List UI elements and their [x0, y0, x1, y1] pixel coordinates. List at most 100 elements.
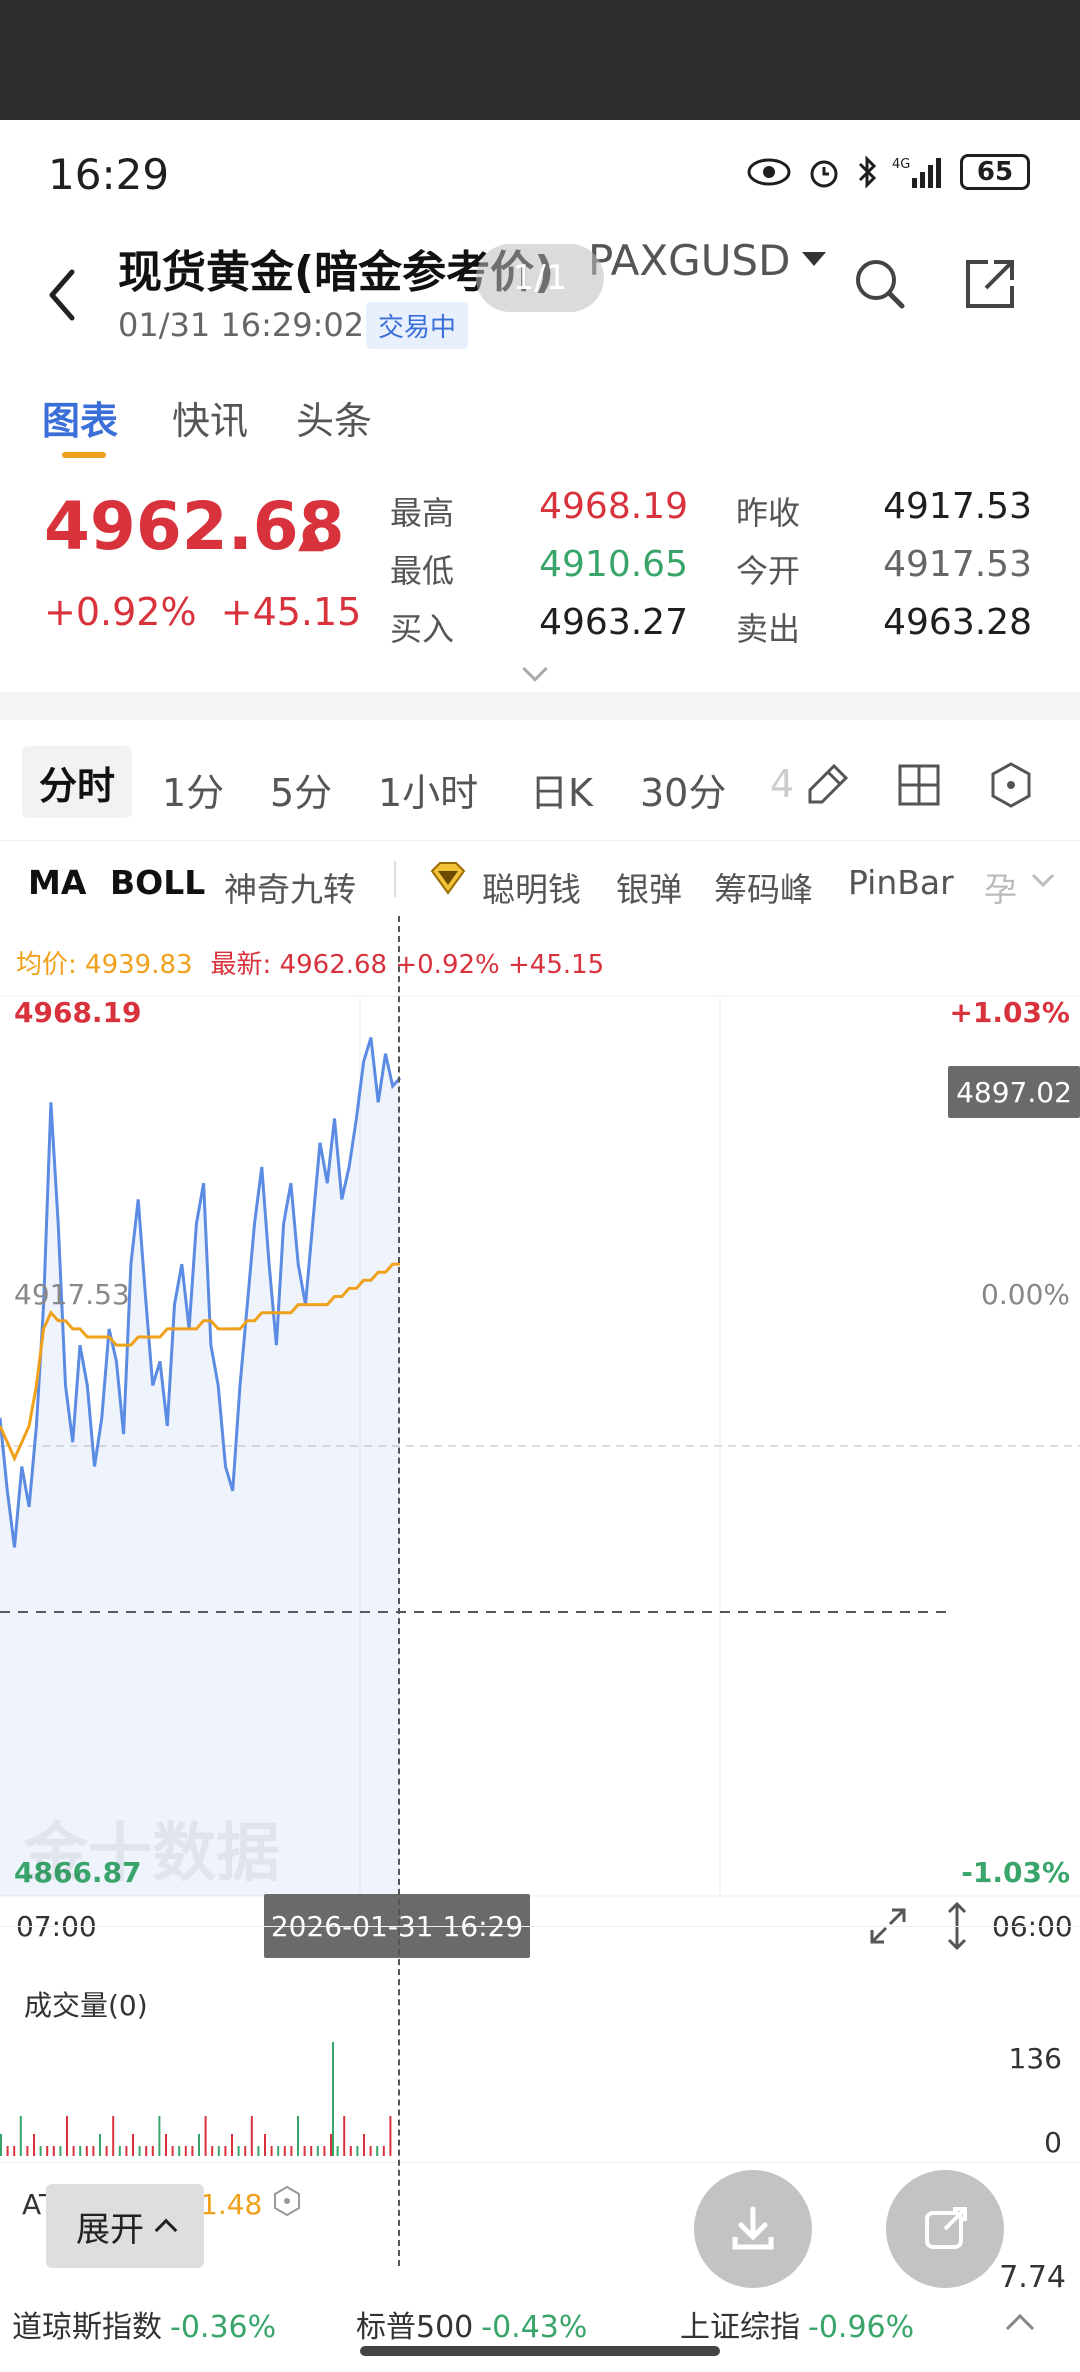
intraday-chart[interactable]: [0, 916, 1080, 1916]
chevron-down-icon[interactable]: [1030, 871, 1056, 889]
volume-bar: [46, 2146, 49, 2156]
market-ticker[interactable]: 道琼斯指数 -0.36% 标普500 -0.43% 上证综指 -0.96%: [0, 2296, 1080, 2372]
volume-bar: [165, 2134, 167, 2156]
indicator-pinbar[interactable]: PinBar: [848, 863, 954, 902]
price-line: [0, 1037, 402, 1548]
ticker-item[interactable]: 标普500 -0.43%: [356, 2310, 588, 2345]
volume-bar: [244, 2146, 247, 2156]
atr-row: AT 1.48 7.74: [0, 2170, 1080, 2295]
share-floating-button[interactable]: [886, 2170, 1004, 2288]
period-4[interactable]: 4: [770, 762, 795, 806]
back-icon[interactable]: [40, 260, 90, 330]
prev-close-value: 4917.53: [883, 486, 1032, 527]
ask-label: 卖出: [736, 610, 801, 648]
chart-divider: [0, 1926, 1080, 1927]
download-icon: [732, 2206, 774, 2250]
volume-bar: [198, 2134, 200, 2156]
volume-bar: [250, 2116, 253, 2156]
price-chart[interactable]: 均价: 4939.83 最新: 4962.68 +0.92% +45.15 496…: [0, 916, 1080, 1916]
symbol-dropdown[interactable]: PAXGUSD: [588, 236, 791, 285]
indicator-silver-bullet[interactable]: 银弹: [616, 870, 682, 909]
open-label: 今开: [736, 552, 801, 590]
tab-flash[interactable]: 快讯: [172, 399, 249, 443]
volume-bar: [151, 2146, 154, 2156]
period-intraday[interactable]: 分时: [22, 746, 132, 818]
bluetooth-icon: [858, 155, 877, 189]
period-1min[interactable]: 1分: [162, 771, 225, 815]
avg-price-line: [0, 1262, 400, 1463]
watermark: 金十数据: [24, 1817, 280, 1891]
y-axis-max: 4968.19: [14, 996, 142, 1029]
indicator-td9[interactable]: 神奇九转: [224, 870, 356, 909]
chevron-down-icon[interactable]: [522, 656, 548, 682]
quote-panel: 4962.68 ▲ +0.92% +45.15 最高 4968.19 最低 49…: [0, 470, 1080, 690]
grid-layout-icon[interactable]: [892, 758, 946, 812]
indicator-ma[interactable]: MA: [28, 863, 87, 902]
volume-bar: [217, 2146, 220, 2156]
fullscreen-icon[interactable]: [866, 1904, 910, 1948]
home-indicator: [360, 2346, 720, 2356]
period-30min[interactable]: 30分: [640, 771, 727, 815]
volume-bar: [19, 2116, 22, 2156]
ticker-item[interactable]: 上证综指 -0.96%: [680, 2310, 915, 2345]
volume-bar: [99, 2134, 101, 2156]
volume-bar: [356, 2146, 359, 2156]
indicator-chip-peak[interactable]: 筹码峰: [714, 870, 813, 909]
period-5min[interactable]: 5分: [270, 771, 333, 815]
share-icon[interactable]: [960, 254, 1020, 314]
arrow-up-icon: ▲: [298, 516, 325, 556]
volume-bar: [224, 2146, 227, 2156]
expand-button[interactable]: 展开: [46, 2184, 204, 2268]
volume-min: 0: [1044, 2126, 1062, 2159]
volume-bar: [105, 2146, 108, 2156]
hexagon-settings-icon[interactable]: [270, 2184, 304, 2218]
bid-value: 4963.27: [539, 602, 688, 643]
indicator-smart-money[interactable]: 聪明钱: [482, 870, 581, 909]
period-1hour[interactable]: 1小时: [378, 771, 479, 815]
change-abs: +45.15: [220, 590, 362, 634]
eye-icon: [747, 158, 791, 186]
indicator-boll[interactable]: BOLL: [110, 863, 206, 902]
svg-text:4G: 4G: [892, 157, 910, 172]
volume-chart[interactable]: [0, 1966, 1080, 2166]
price-area: [0, 1037, 400, 1896]
volume-bar: [290, 2146, 293, 2156]
volume-bar: [363, 2134, 365, 2156]
hexagon-settings-icon[interactable]: [984, 758, 1038, 812]
prev-close-label: 昨收: [736, 494, 801, 532]
high-value: 4968.19: [539, 486, 688, 527]
volume-bar: [85, 2146, 88, 2156]
volume-bar: [145, 2146, 148, 2156]
period-daily[interactable]: 日K: [530, 771, 593, 815]
volume-bar: [13, 2146, 16, 2156]
avg-price-legend: 均价: 4939.83: [16, 950, 193, 980]
low-value: 4910.65: [539, 544, 688, 585]
status-bar: 16:29 4G 65: [0, 120, 1080, 230]
last-price-legend: 最新: 4962.68 +0.92% +45.15: [210, 950, 605, 980]
tab-chart[interactable]: 图表: [42, 399, 119, 443]
chevron-up-icon[interactable]: [1005, 2313, 1035, 2343]
volume-title: 成交量(0): [24, 1989, 148, 2022]
volume-bar: [270, 2146, 273, 2156]
indicator-separator: [394, 861, 396, 897]
low-label: 最低: [390, 552, 455, 590]
volume-bar: [330, 2134, 332, 2156]
content-tabs: 图表 快讯 头条: [0, 380, 1080, 460]
ask-value: 4963.28: [883, 602, 1032, 643]
ticker-item[interactable]: 道琼斯指数 -0.36%: [12, 2310, 277, 2345]
tab-headlines[interactable]: 头条: [296, 399, 373, 443]
y-axis-mid: 4917.53: [14, 1278, 130, 1311]
quote-datetime: 01/31 16:29:02: [118, 306, 365, 344]
caret-down-icon[interactable]: [802, 252, 826, 266]
download-button[interactable]: [694, 2170, 812, 2288]
indicator-harami[interactable]: 孕: [984, 870, 1017, 909]
volume-bar: [303, 2146, 306, 2156]
volume-bar: [112, 2116, 115, 2156]
search-icon[interactable]: [850, 254, 910, 314]
volume-bar: [376, 2146, 379, 2156]
volume-bar: [191, 2146, 194, 2156]
volume-bar: [211, 2146, 214, 2156]
status-time: 16:29: [48, 150, 170, 199]
draw-pen-icon[interactable]: [800, 758, 854, 812]
volume-bar: [66, 2116, 68, 2156]
